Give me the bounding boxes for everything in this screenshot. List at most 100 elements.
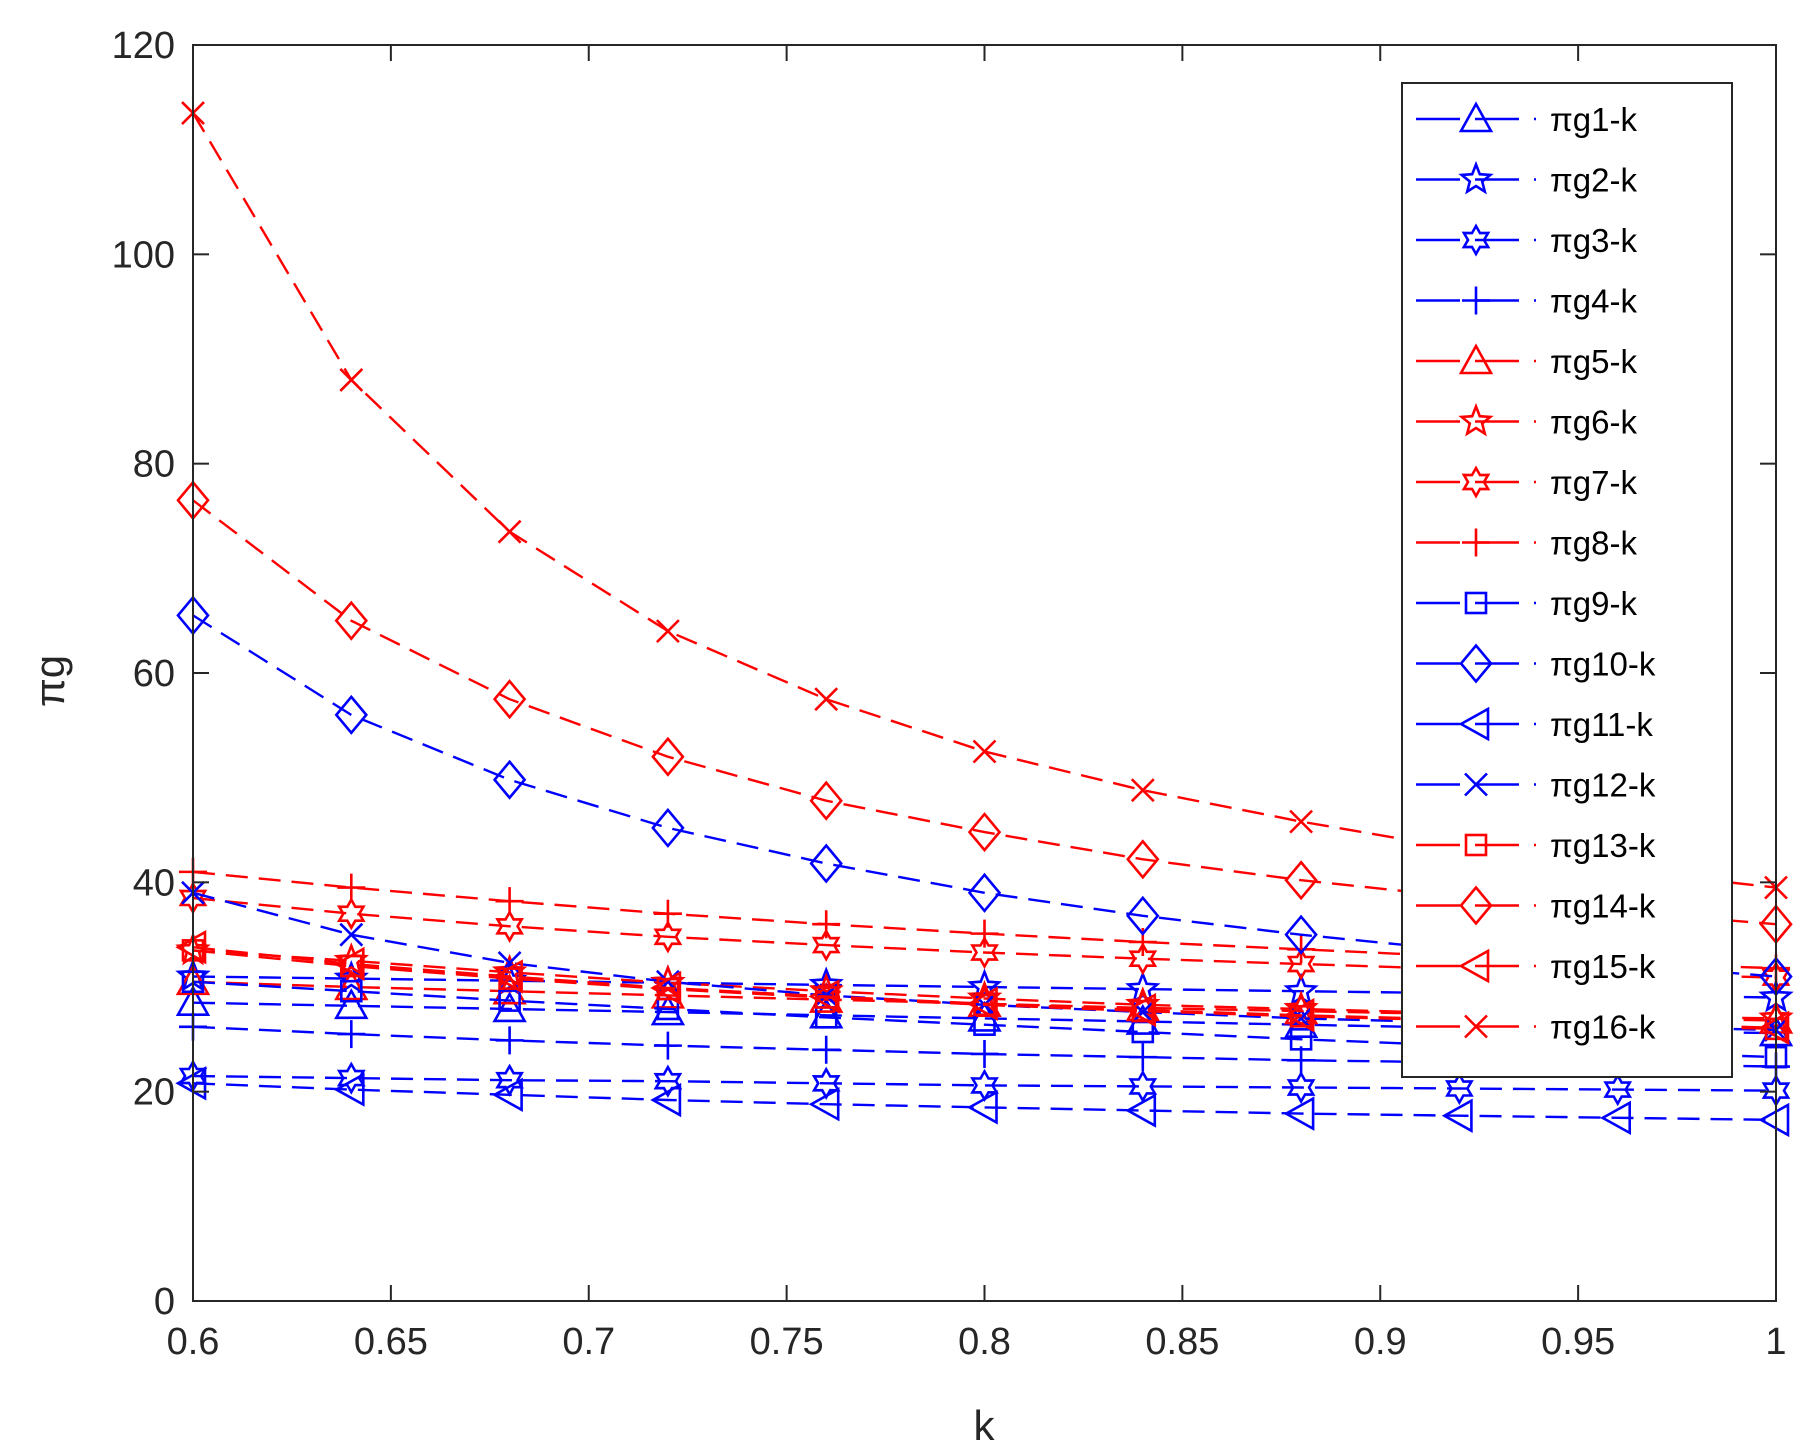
data-point	[966, 1090, 998, 1125]
legend-marker	[1464, 591, 1488, 615]
legend-entry: πg8-k	[1416, 525, 1637, 562]
data-point	[653, 1064, 683, 1098]
data-point	[1603, 1072, 1633, 1107]
data-point	[650, 970, 682, 1006]
data-point	[1289, 809, 1314, 834]
data-point	[495, 1026, 524, 1055]
legend-marker	[1458, 343, 1494, 375]
legend-entry: πg16-k	[1416, 1009, 1656, 1046]
data-point	[336, 897, 366, 931]
legend-entry: πg5-k	[1416, 343, 1637, 380]
x-tick-label: 0.95	[1541, 1321, 1615, 1363]
data-point	[1289, 1028, 1313, 1051]
legend-marker	[1458, 160, 1494, 195]
data-point	[653, 920, 683, 954]
data-point	[970, 919, 999, 948]
data-point	[333, 1072, 365, 1107]
legend-label: πg16-k	[1550, 1009, 1656, 1046]
x-tick-label: 1	[1765, 1321, 1786, 1363]
legend-marker	[1464, 833, 1488, 857]
legend-entry: πg12-k	[1416, 767, 1656, 804]
legend-label: πg7-k	[1550, 464, 1637, 501]
x-tick-label: 0.8	[958, 1321, 1011, 1363]
data-point	[809, 843, 843, 884]
legend-label: πg6-k	[1550, 404, 1637, 441]
data-point	[339, 922, 364, 947]
legend-marker	[1459, 885, 1493, 926]
data-point	[492, 759, 527, 800]
data-point	[967, 872, 1002, 913]
legend-entry: πg2-k	[1416, 160, 1637, 199]
data-point	[1758, 1010, 1790, 1046]
x-tick-label: 0.6	[167, 1321, 220, 1363]
data-point	[492, 991, 527, 1023]
legend-entry: πg11-k	[1416, 706, 1653, 743]
x-tick-label: 0.75	[750, 1321, 824, 1363]
legend-label: πg3-k	[1550, 222, 1637, 259]
data-point	[966, 986, 998, 1021]
data-point	[1287, 1046, 1316, 1075]
data-point	[495, 909, 524, 943]
data-point	[970, 935, 999, 970]
data-point	[1445, 1071, 1474, 1106]
legend-entry: πg1-k	[1416, 101, 1637, 138]
data-point	[337, 1020, 366, 1049]
data-point	[1284, 914, 1318, 955]
legend-marker	[1458, 101, 1494, 133]
data-point	[498, 989, 521, 1012]
x-tick-label: 0.85	[1145, 1321, 1219, 1363]
legend-label: πg15-k	[1550, 948, 1656, 985]
data-point	[1128, 1043, 1157, 1072]
series-line	[192, 614, 1777, 978]
data-point	[1125, 1093, 1157, 1128]
legend-label: πg11-k	[1550, 706, 1653, 743]
legend-entry: πg9-k	[1416, 585, 1637, 622]
data-point	[812, 910, 841, 939]
legend-entry: πg7-k	[1416, 464, 1637, 501]
legend-label: πg13-k	[1550, 827, 1656, 864]
x-tick-label: 0.65	[354, 1321, 428, 1363]
data-point	[491, 959, 523, 994]
legend-label: πg8-k	[1550, 525, 1637, 562]
data-point	[334, 988, 369, 1020]
data-point	[1128, 1069, 1158, 1104]
legend-marker	[1458, 706, 1490, 742]
y-tick-label: 60	[133, 653, 175, 695]
y-tick-label: 20	[133, 1072, 175, 1114]
data-point	[651, 736, 685, 777]
data-point	[334, 600, 368, 641]
legend-label: πg10-k	[1550, 646, 1656, 683]
legend-box	[1401, 82, 1733, 1078]
y-tick-label: 80	[133, 444, 175, 486]
data-point	[337, 873, 366, 902]
data-point	[653, 899, 682, 928]
legend-entry: πg3-k	[1416, 222, 1637, 259]
data-point	[655, 619, 680, 644]
legend-label: πg14-k	[1550, 888, 1656, 925]
data-point	[336, 1061, 366, 1095]
legend-label: πg1-k	[1550, 101, 1637, 138]
data-point	[814, 687, 839, 712]
data-point	[334, 969, 369, 1001]
data-point	[1441, 1098, 1473, 1133]
data-point	[1283, 1096, 1315, 1131]
legend-marker	[1464, 772, 1488, 797]
data-point	[809, 780, 843, 821]
data-point	[811, 928, 841, 962]
legend-marker	[1458, 948, 1490, 984]
data-point	[497, 951, 522, 975]
data-point	[1126, 895, 1160, 936]
legend: πg1-k πg2-k πg3-k πg4-k πg5-k πg6-k πg7-k πg8-k…	[1401, 82, 1733, 1078]
legend-label: πg5-k	[1550, 343, 1637, 380]
axes-layer: 0.6 0.65 0.7 0.75 0.8 0.85 0.9 0.95 1 0 20 40 60 80 10…	[112, 25, 1787, 1363]
data-point	[1126, 839, 1160, 880]
data-point	[808, 979, 840, 1014]
data-point	[1130, 778, 1155, 803]
data-point	[653, 1031, 682, 1060]
legend-label: πg2-k	[1550, 162, 1637, 199]
data-point	[812, 1035, 841, 1064]
data-point	[1287, 935, 1316, 964]
series-πg11-k	[175, 1066, 1790, 1138]
data-point	[497, 519, 522, 544]
y-axis-title: πg	[26, 655, 73, 707]
